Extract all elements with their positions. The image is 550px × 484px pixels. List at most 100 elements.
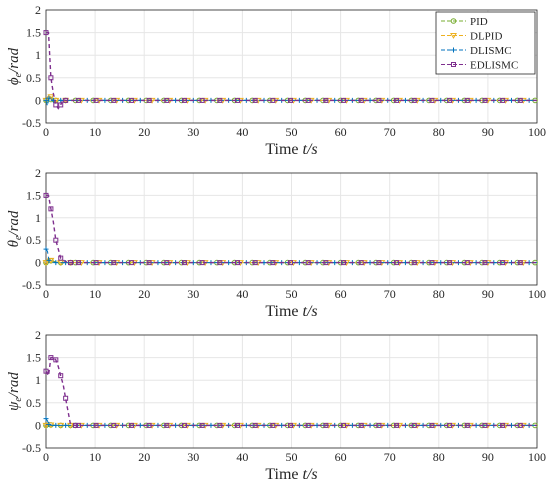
data-point-marker	[43, 368, 49, 374]
data-point-marker	[447, 260, 453, 266]
y-tick-label: -0.5	[22, 116, 41, 130]
data-point-marker	[217, 260, 223, 266]
data-point-marker	[376, 260, 382, 266]
legend-label: DLPID	[470, 31, 502, 43]
x-tick-label: 100	[528, 287, 546, 301]
data-point-marker	[63, 97, 69, 103]
data-point-marker	[146, 422, 152, 428]
x-axis-label-unit: t/s	[303, 141, 318, 158]
data-point-marker	[128, 260, 134, 266]
y-axis-label-subscript: e	[13, 235, 24, 240]
y-axis-label-symbol: ϕ	[6, 77, 22, 85]
data-point-marker	[111, 422, 117, 428]
data-point-marker	[288, 422, 294, 428]
data-point-marker	[128, 422, 134, 428]
data-point-marker	[358, 422, 364, 428]
data-point-marker	[270, 260, 276, 266]
x-axis-label: Time t/s	[265, 466, 317, 483]
subplot-1: 0 10 20 30 40 50 60 70 80 90 10021.510.50-0.5Time …	[6, 3, 546, 158]
x-tick-label: 50	[286, 125, 298, 139]
data-point-marker	[305, 422, 311, 428]
data-point-marker	[58, 102, 64, 108]
y-axis-label-unit: /rad	[6, 372, 22, 399]
x-tick-label: 0	[43, 450, 49, 464]
x-tick-label: 100	[528, 125, 546, 139]
data-point-marker	[252, 260, 258, 266]
data-point-marker	[75, 422, 81, 428]
data-point-marker	[46, 421, 52, 427]
data-point-marker	[394, 422, 400, 428]
y-axis-label-symbol: θ	[6, 239, 22, 247]
data-point-marker	[217, 422, 223, 428]
data-point-marker	[72, 422, 78, 428]
data-point-marker	[411, 260, 417, 266]
y-tick-label: 1	[35, 48, 41, 62]
data-point-marker	[234, 97, 240, 103]
data-point-marker	[464, 260, 470, 266]
data-point-marker	[164, 422, 170, 428]
data-point-marker	[48, 355, 54, 361]
legend-marker	[450, 33, 457, 39]
data-point-marker	[358, 260, 364, 266]
y-tick-label: 0.5	[26, 71, 41, 85]
data-point-marker	[429, 97, 435, 103]
data-point-marker	[53, 422, 59, 428]
x-tick-label: 30	[187, 287, 199, 301]
data-point-marker	[58, 373, 64, 379]
data-point-marker	[517, 97, 523, 103]
data-point-marker	[270, 97, 276, 103]
y-tick-label: -0.5	[22, 441, 41, 455]
x-tick-label: 70	[384, 125, 396, 139]
data-point-marker	[53, 260, 59, 266]
data-point-marker	[234, 422, 240, 428]
data-point-marker	[464, 97, 470, 103]
data-point-marker	[411, 422, 417, 428]
data-point-marker	[376, 97, 382, 103]
x-tick-label: 0	[43, 287, 49, 301]
data-point-marker	[464, 422, 470, 428]
axes-box	[45, 334, 538, 449]
data-point-marker	[199, 422, 205, 428]
legend-label: PID	[470, 16, 488, 28]
x-tick-label: 50	[286, 287, 298, 301]
x-tick-label: 60	[335, 287, 347, 301]
x-tick-label: 90	[482, 125, 494, 139]
x-tick-label: 20	[138, 450, 150, 464]
data-point-marker	[111, 260, 117, 266]
data-point-marker	[323, 260, 329, 266]
series-edlismc	[43, 192, 537, 266]
y-axis-label-subscript: e	[13, 397, 24, 402]
x-tick-label: 10	[89, 287, 101, 301]
data-point-marker	[63, 422, 69, 428]
data-point-marker	[358, 97, 364, 103]
data-point-marker	[46, 257, 52, 263]
data-point-marker	[181, 97, 187, 103]
data-point-marker	[288, 97, 294, 103]
data-point-marker	[517, 422, 523, 428]
x-axis-label-main: Time	[265, 141, 302, 158]
data-point-marker	[42, 260, 50, 266]
data-point-marker	[447, 422, 453, 428]
y-tick-label: 1.5	[26, 188, 41, 202]
data-point-marker	[252, 97, 258, 103]
x-tick-label: 60	[335, 450, 347, 464]
x-tick-label: 20	[138, 287, 150, 301]
x-tick-label: 90	[482, 450, 494, 464]
data-point-marker	[482, 260, 488, 266]
y-axis-label: ϕe/rad	[6, 47, 24, 85]
x-tick-label: 100	[528, 450, 546, 464]
data-point-marker	[42, 422, 50, 429]
y-tick-label: 2	[35, 3, 41, 17]
data-point-marker	[305, 260, 311, 266]
data-point-marker	[447, 97, 453, 103]
data-point-marker	[323, 97, 329, 103]
data-point-marker	[394, 260, 400, 266]
x-tick-label: 60	[335, 125, 347, 139]
x-tick-label: 40	[236, 450, 248, 464]
data-point-marker	[111, 97, 117, 103]
y-tick-label: 1.5	[26, 351, 41, 365]
data-point-marker	[146, 260, 152, 266]
y-axis-label-unit: /rad	[6, 210, 22, 237]
legend-box	[435, 11, 536, 75]
x-axis-label-main: Time	[265, 303, 302, 320]
